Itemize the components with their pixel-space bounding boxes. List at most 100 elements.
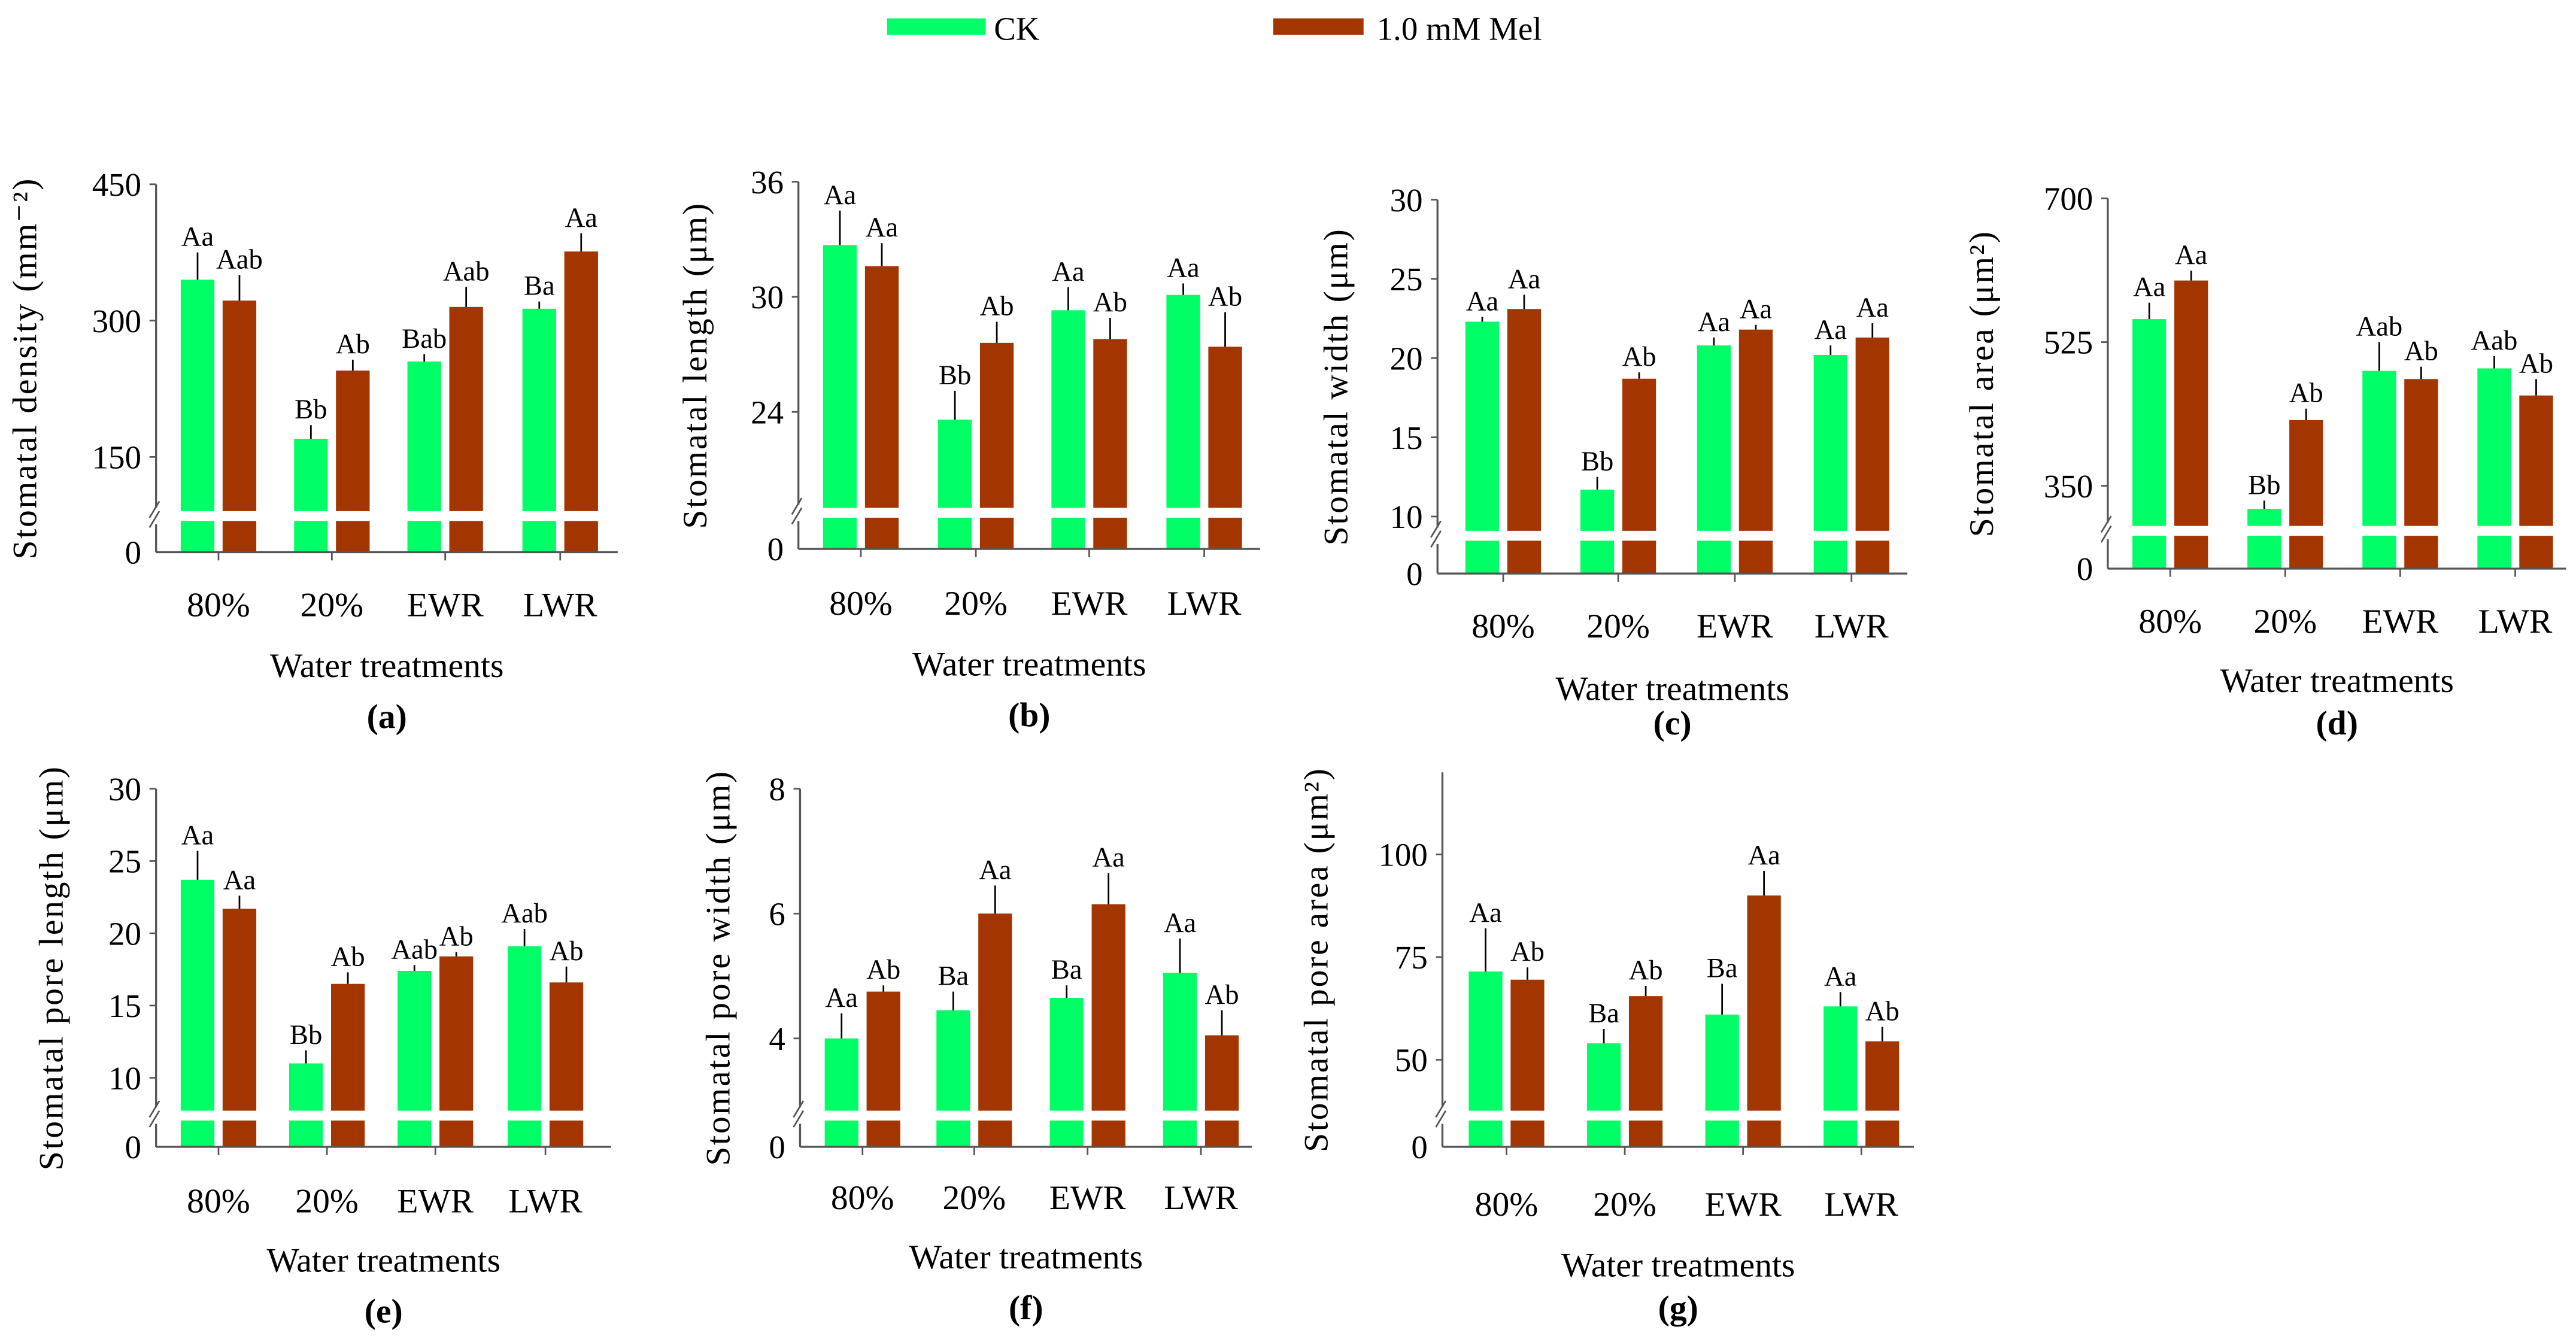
bar (2519, 395, 2553, 569)
y-tick-label: 0 (1406, 555, 1422, 592)
bar (330, 983, 365, 1147)
panel-letter: (f) (1009, 1289, 1043, 1327)
x-tick-label: EWR (1049, 1179, 1127, 1217)
axis-break-gap (153, 511, 621, 521)
y-tick-label: 25 (108, 843, 141, 880)
y-tick-label: 300 (92, 303, 141, 339)
x-tick-label: EWR (1705, 1186, 1782, 1223)
y-tick-label: 0 (1411, 1129, 1427, 1165)
chart-panel-g: Aa Ba Ba Aa Ab Ab Aa Ab 0 50 75 100 80% 20% EWR LWR Wate… (1297, 767, 1917, 1327)
bar (2404, 379, 2438, 569)
bar (1705, 1015, 1739, 1147)
significance-label: Aab (216, 244, 263, 275)
significance-label: Ba (1588, 998, 1619, 1029)
significance-label: Aab (443, 256, 490, 287)
significance-label: Aa (2133, 272, 2166, 303)
bar (2362, 371, 2396, 569)
axis-break-gap (153, 1110, 615, 1121)
y-tick-label: 0 (769, 1129, 785, 1165)
significance-label: Ab (2289, 378, 2323, 409)
significance-label: Bb (2248, 469, 2280, 500)
x-tick-label: 80% (2138, 603, 2202, 640)
bar (1204, 1035, 1239, 1147)
x-tick-label: 80% (1475, 1186, 1539, 1223)
x-tick-label: 80% (187, 1183, 250, 1220)
significance-label: Ba (1051, 954, 1082, 985)
x-axis-title: Water treatments (1555, 670, 1789, 708)
bar (2247, 509, 2281, 569)
axis-break-mark (2100, 515, 2112, 533)
y-tick-label: 4 (769, 1021, 785, 1057)
y-tick-label: 75 (1395, 939, 1428, 976)
significance-label: Ab (439, 921, 474, 952)
significance-label: Aa (1824, 961, 1857, 992)
x-tick-label: EWR (1051, 585, 1128, 623)
x-tick-label: LWR (1815, 608, 1889, 645)
chart-panel-e: Aa Bb Aab Aab Aa Ab Ab Ab 0 10 15 20 25 30 80% 20% EWR LW… (32, 765, 615, 1331)
bar (222, 300, 257, 552)
significance-label: Aa (826, 982, 858, 1013)
x-axis-title: Water treatments (270, 647, 503, 685)
bar (1865, 1041, 1900, 1147)
y-tick-label: 0 (2077, 551, 2093, 587)
y-tick-label: 20 (108, 915, 141, 952)
significance-label: Aa (866, 212, 899, 243)
y-axis-title: Stomatal area (μm²) (1963, 230, 2001, 537)
axis-break-mark (1430, 530, 1442, 548)
significance-label: Bb (1581, 446, 1613, 477)
bar (1747, 895, 1781, 1147)
significance-label: Aa (1052, 256, 1085, 287)
significance-label: Ab (1208, 281, 1242, 312)
y-tick-label: 25 (1390, 261, 1423, 297)
bar (180, 280, 215, 552)
y-tick-label: 0 (125, 535, 141, 571)
y-axis-title: Stomatal density (mm⁻²) (6, 177, 44, 560)
significance-label: Bab (402, 323, 447, 354)
axis-break-gap (796, 1110, 1255, 1121)
bar (936, 1010, 970, 1147)
significance-label: Ab (980, 291, 1014, 322)
bar (979, 342, 1014, 549)
y-tick-label: 6 (769, 895, 785, 932)
axis-break-mark (148, 500, 160, 518)
significance-label: Aa (1740, 294, 1773, 325)
significance-label: Ab (2404, 336, 2438, 367)
significance-label: Bb (290, 1019, 322, 1050)
x-tick-label: 80% (831, 1179, 894, 1217)
bar (1628, 996, 1663, 1147)
bar (1586, 1043, 1621, 1147)
significance-label: Ab (1622, 341, 1656, 372)
significance-label: Aa (1164, 907, 1197, 939)
y-tick-label: 20 (1390, 341, 1423, 377)
y-tick-label: 700 (2044, 181, 2093, 217)
x-tick-label: 80% (1471, 608, 1535, 645)
x-axis-title: Water treatments (1561, 1247, 1795, 1285)
y-tick-label: 15 (108, 988, 141, 1024)
bar (2174, 280, 2208, 569)
axis-break-gap (795, 508, 1264, 518)
bar (294, 438, 328, 552)
bar (1049, 998, 1084, 1147)
significance-label: Ab (1629, 955, 1663, 986)
bar (824, 1038, 858, 1147)
significance-label: Aab (501, 898, 548, 929)
significance-label: Ab (1093, 287, 1127, 318)
significance-label: Aa (2175, 239, 2208, 271)
x-tick-label: EWR (1697, 608, 1774, 645)
x-tick-label: 20% (1593, 1186, 1656, 1223)
y-tick-label: 15 (1390, 420, 1423, 456)
significance-label: Ab (1205, 979, 1239, 1010)
significance-label: Ab (1865, 996, 1900, 1027)
x-tick-label: LWR (523, 587, 597, 624)
x-tick-label: LWR (508, 1183, 582, 1220)
bar (1507, 309, 1542, 574)
significance-label: Aa (1469, 897, 1502, 928)
x-tick-label: 20% (295, 1183, 359, 1220)
significance-label: Aa (1747, 840, 1780, 871)
axis-break-gap (1439, 1110, 1917, 1121)
y-axis-title: Stomatal pore length (μm) (32, 765, 70, 1170)
x-tick-label: EWR (2362, 603, 2439, 640)
bar (1208, 347, 1242, 549)
y-tick-label: 30 (1390, 182, 1423, 218)
significance-label: Ab (336, 329, 370, 360)
